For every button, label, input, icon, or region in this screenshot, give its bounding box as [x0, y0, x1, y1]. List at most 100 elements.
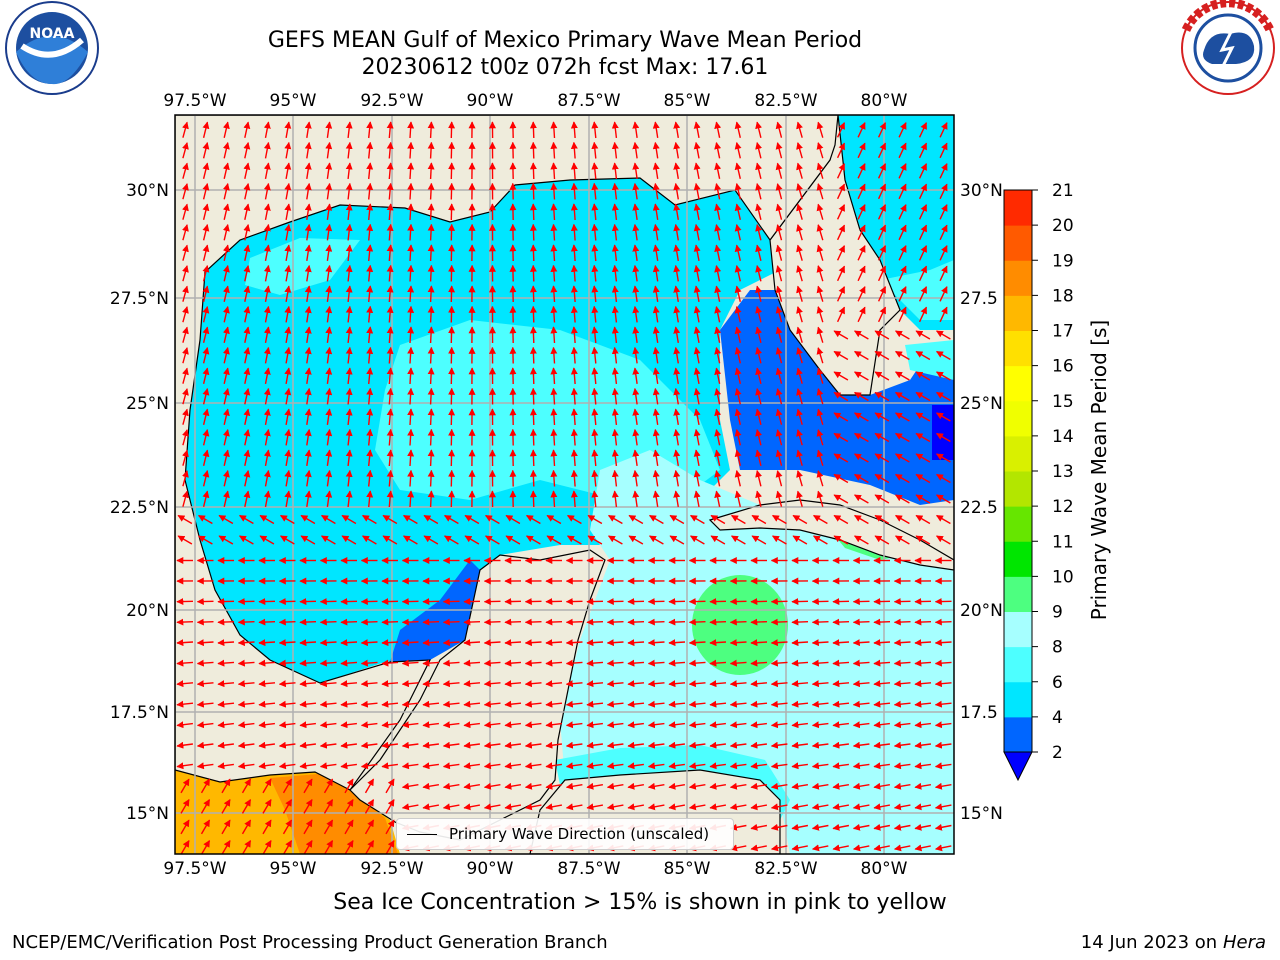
wave-arrow [386, 162, 394, 180]
lat-tick: 22.5 [960, 498, 998, 518]
wave-arrow [750, 618, 768, 626]
wave-arrow [550, 387, 558, 405]
wave-arrow [284, 162, 292, 180]
wave-arrow [714, 388, 722, 405]
wave-arrow [278, 639, 296, 647]
wave-arrow [565, 659, 583, 667]
wave-arrow [243, 367, 251, 384]
footer-date-text: 14 Jun 2023 on [1080, 932, 1218, 953]
wave-arrow [652, 449, 660, 467]
wave-arrow [729, 700, 747, 708]
wave-arrow [483, 741, 501, 749]
wave-arrow [688, 762, 706, 770]
wave-arrow [345, 264, 353, 282]
wave-arrow [668, 618, 686, 626]
wave-arrow [182, 490, 189, 507]
wave-arrow [304, 449, 312, 467]
wave-arrow [550, 449, 558, 467]
wave-arrow [565, 680, 583, 688]
wave-arrow [894, 514, 910, 525]
wave-arrow [361, 514, 377, 525]
wave-arrow [263, 223, 271, 241]
wave-arrow [282, 778, 293, 794]
wave-arrow [775, 347, 783, 364]
wave-arrow [791, 639, 809, 647]
wave-arrow [709, 618, 727, 626]
wave-arrow [857, 306, 866, 323]
wave-arrow [632, 121, 640, 138]
wave-arrow [243, 388, 251, 405]
wave-arrow [935, 514, 951, 525]
wave-arrow [381, 618, 399, 626]
wave-arrow [304, 121, 312, 139]
wave-arrow [586, 721, 603, 729]
wave-arrow [325, 408, 333, 425]
lat-ticks-right: 30°N 27.5 25°N 22.5 20°N 17.5 15°N [960, 181, 1003, 824]
wave-arrow [182, 224, 189, 241]
wave-arrow [202, 429, 210, 446]
wave-arrow [304, 285, 312, 303]
wave-arrow [182, 470, 189, 487]
wave-arrow [197, 514, 213, 525]
wave-arrow [345, 223, 353, 241]
wave-arrow [729, 741, 747, 749]
wave-arrow [529, 326, 537, 344]
wave-arrow [529, 264, 537, 282]
wave-arrow [898, 265, 907, 282]
colorbar-tick: 16 [1052, 357, 1074, 377]
wave-arrow [750, 803, 768, 811]
wave-arrow [796, 490, 803, 507]
wave-arrow [545, 762, 562, 770]
wave-arrow [857, 286, 866, 302]
wave-arrow [611, 326, 619, 343]
wave-arrow [627, 680, 645, 688]
wave-arrow [611, 346, 619, 364]
wave-arrow [918, 183, 928, 200]
wave-arrow [714, 490, 722, 507]
wave-arrow [792, 514, 808, 525]
wave-arrow [221, 778, 231, 794]
wave-arrow [750, 659, 768, 667]
wave-arrow [915, 371, 931, 381]
wave-arrow [852, 721, 870, 729]
wave-arrow [545, 700, 563, 708]
wave-arrow [893, 639, 911, 647]
wave-arrow [524, 762, 542, 770]
wave-arrow [591, 346, 599, 364]
wave-arrow [833, 330, 849, 340]
wave-arrow [591, 469, 599, 487]
colorbar-tick: 2 [1052, 743, 1063, 763]
wave-arrow [202, 224, 210, 241]
wave-arrow [463, 639, 481, 647]
map-legend: Primary Wave Direction (unscaled) [396, 818, 734, 850]
wave-arrow [816, 162, 824, 179]
wave-arrow [775, 306, 783, 323]
wave-arrow [894, 330, 910, 340]
wave-arrow [196, 680, 214, 688]
wave-arrow [304, 469, 312, 487]
wave-arrow [816, 490, 824, 507]
wave-arrow [202, 162, 210, 179]
wave-arrow [529, 244, 537, 262]
wave-arrow [483, 721, 501, 729]
wave-arrow [714, 121, 722, 138]
wave-arrow [202, 183, 210, 200]
wave-arrow [770, 721, 788, 729]
wave-arrow [852, 741, 870, 749]
wave-arrow [918, 224, 928, 241]
wave-arrow [241, 778, 252, 794]
wave-arrow [668, 680, 686, 688]
wave-arrow [422, 700, 440, 708]
wave-arrow [243, 265, 251, 282]
wave-arrow [463, 803, 481, 811]
wave-arrow [796, 142, 803, 159]
wave-arrow [407, 223, 415, 241]
wave-arrow [689, 514, 705, 525]
wave-arrow [791, 782, 809, 790]
wave-arrow [217, 618, 235, 626]
wave-arrow [606, 618, 624, 626]
wave-arrow [202, 367, 210, 384]
wave-arrow [303, 798, 313, 814]
lon-ticks-bottom: 97.5°W 95°W 92.5°W 90°W 87.5°W 85°W 82.5… [163, 859, 907, 879]
wave-arrow [427, 305, 435, 323]
